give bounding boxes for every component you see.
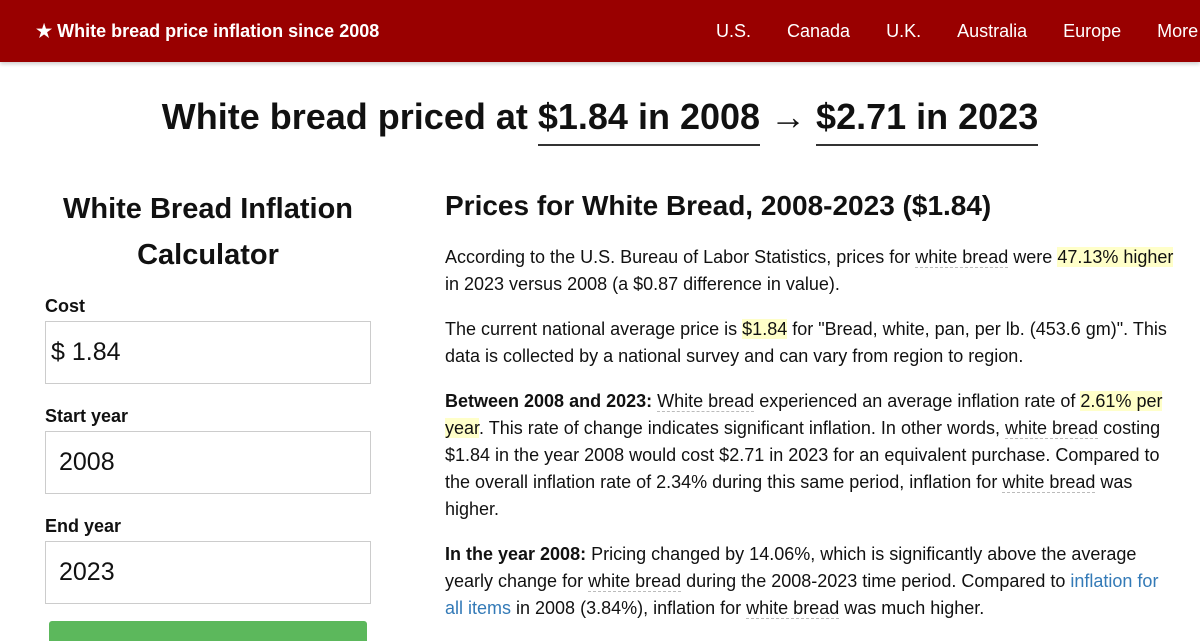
nav-canada[interactable]: Canada [787, 20, 851, 41]
cost-label: Cost [45, 296, 85, 316]
text: Pricing changed by 14.06%, which is sign… [445, 544, 1137, 591]
end-price: $2.71 in 2023 [816, 96, 1039, 146]
headline-prefix: White bread priced at [161, 96, 538, 137]
bold-lead: Between 2008 and 2023: [445, 391, 653, 411]
paragraph-4: In the year 2008: Pricing changed by 14.… [445, 541, 1175, 622]
page-headline: White bread priced at $1.84 in 2008 → $2… [0, 96, 1200, 146]
text: were [1008, 247, 1058, 267]
start-year-input[interactable]: 2008 [45, 431, 371, 494]
text: in 2008 (3.84%), inflation for [511, 598, 747, 618]
text: was higher. [445, 472, 1133, 519]
calculator: White Bread Inflation Calculator Cost $ … [45, 186, 371, 641]
brand-link[interactable]: ★ White bread price inflation since 2008 [36, 20, 380, 41]
text: . This rate of change indicates signific… [479, 418, 1005, 438]
start-year-label: Start year [45, 406, 129, 426]
term: white bread [588, 571, 682, 592]
nav-europe[interactable]: Europe [1063, 20, 1122, 41]
inflation-all-items-link[interactable]: inflation for all items [445, 571, 1159, 618]
arrow: → [760, 96, 817, 137]
nav-us[interactable]: U.S. [716, 20, 752, 41]
term: white bread [1002, 472, 1096, 493]
text: costing $1.84 in the year 2008 would cos… [445, 418, 1161, 492]
start-price: $1.84 in 2008 [537, 96, 761, 146]
nav-uk[interactable]: U.K. [886, 20, 922, 41]
highlight: $1.84 [742, 319, 788, 339]
term: white bread [1005, 418, 1099, 439]
text: for "Bread, white, pan, per lb. (453.6 g… [445, 319, 1167, 366]
nav-australia[interactable]: Australia [957, 20, 1028, 41]
nav-links: U.S. Canada U.K. Australia Europe More [716, 0, 1198, 62]
article-title: Prices for White Bread, 2008-2023 ($1.84… [445, 190, 992, 221]
end-year-label: End year [45, 516, 122, 536]
nav-more[interactable]: More [1157, 20, 1199, 41]
highlight: 47.13% higher [1057, 247, 1174, 267]
text: was much higher. [839, 598, 985, 618]
term: white bread [746, 598, 840, 619]
term: white bread [915, 247, 1009, 268]
top-nav: ★ White bread price inflation since 2008… [0, 0, 1200, 62]
bold-lead: In the year 2008: [445, 544, 587, 564]
calculate-button[interactable] [49, 621, 367, 641]
text: According to the U.S. Bureau of Labor St… [445, 247, 916, 267]
paragraph-2: The current national average price is $1… [445, 316, 1175, 370]
end-year-input[interactable]: 2023 [45, 541, 371, 604]
text: in 2023 versus 2008 (a $0.87 difference … [445, 274, 840, 294]
paragraph-1: According to the U.S. Bureau of Labor St… [445, 244, 1175, 298]
cost-input[interactable]: $ 1.84 [45, 321, 371, 384]
term: White bread [657, 391, 755, 412]
text: The current national average price is [445, 319, 743, 339]
calculator-title: White Bread Inflation Calculator [63, 193, 353, 271]
paragraph-3: Between 2008 and 2023: White bread exper… [445, 388, 1175, 523]
text: experienced an average inflation rate of [754, 391, 1081, 411]
article: Prices for White Bread, 2008-2023 ($1.84… [445, 186, 1175, 640]
text: during the 2008-2023 time period. Compar… [681, 571, 1071, 591]
